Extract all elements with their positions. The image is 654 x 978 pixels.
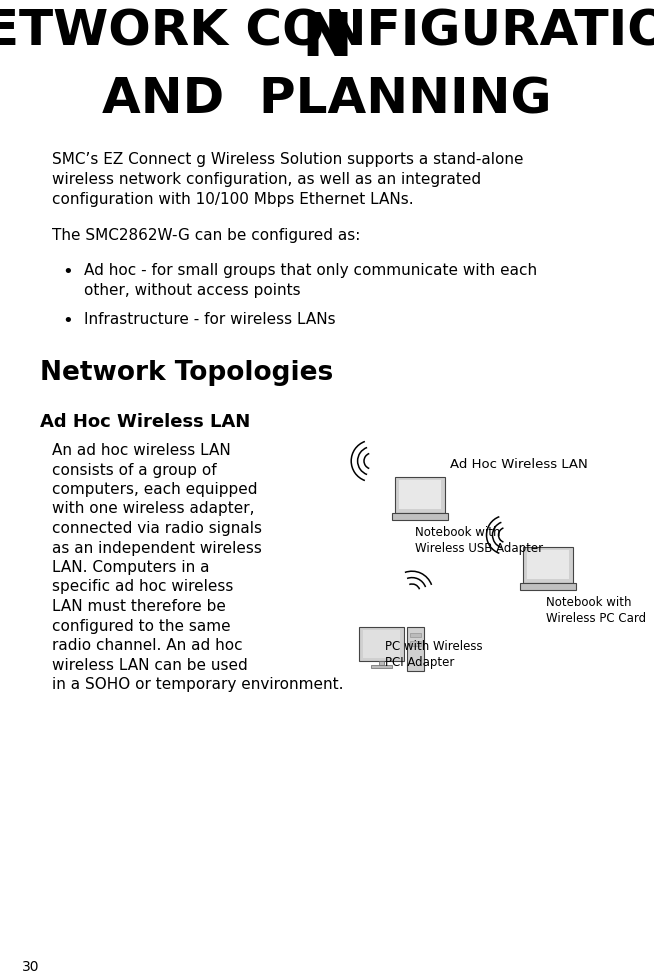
Text: PC with Wireless
PCI Adapter: PC with Wireless PCI Adapter	[385, 640, 483, 668]
Text: connected via radio signals: connected via radio signals	[52, 520, 262, 535]
FancyBboxPatch shape	[360, 627, 404, 661]
FancyBboxPatch shape	[526, 551, 569, 580]
Text: NETWORK CONFIGURATION: NETWORK CONFIGURATION	[0, 8, 654, 56]
Text: SMC’s EZ Connect g Wireless Solution supports a stand-alone
wireless network con: SMC’s EZ Connect g Wireless Solution sup…	[52, 152, 523, 207]
Text: LAN must therefore be: LAN must therefore be	[52, 599, 226, 613]
Text: Network Topologies: Network Topologies	[40, 360, 334, 385]
Text: An ad hoc wireless LAN: An ad hoc wireless LAN	[52, 443, 231, 458]
Text: •: •	[62, 312, 73, 330]
Text: Notebook with
Wireless PC Card: Notebook with Wireless PC Card	[546, 596, 646, 624]
FancyBboxPatch shape	[392, 513, 448, 520]
FancyBboxPatch shape	[409, 634, 421, 638]
Text: AND  PLANNING: AND PLANNING	[102, 75, 552, 123]
FancyBboxPatch shape	[363, 631, 400, 658]
Text: Infrastructure - for wireless LANs: Infrastructure - for wireless LANs	[84, 312, 336, 327]
Text: radio channel. An ad hoc: radio channel. An ad hoc	[52, 638, 243, 652]
Text: Ad Hoc Wireless LAN: Ad Hoc Wireless LAN	[450, 458, 588, 470]
Text: wireless LAN can be used: wireless LAN can be used	[52, 657, 248, 672]
Text: with one wireless adapter,: with one wireless adapter,	[52, 501, 254, 516]
Text: 30: 30	[22, 959, 39, 973]
FancyBboxPatch shape	[520, 583, 576, 590]
FancyBboxPatch shape	[379, 661, 384, 666]
FancyBboxPatch shape	[371, 666, 392, 668]
Text: configured to the same: configured to the same	[52, 618, 231, 633]
FancyBboxPatch shape	[407, 627, 424, 672]
Text: computers, each equipped: computers, each equipped	[52, 481, 258, 497]
Text: N: N	[301, 10, 353, 68]
Text: Notebook with
Wireless USB Adapter: Notebook with Wireless USB Adapter	[415, 525, 543, 555]
Text: specific ad hoc wireless: specific ad hoc wireless	[52, 579, 233, 594]
Text: •: •	[62, 263, 73, 281]
Text: in a SOHO or temporary environment.: in a SOHO or temporary environment.	[52, 677, 343, 691]
Text: LAN. Computers in a: LAN. Computers in a	[52, 559, 209, 574]
Text: as an independent wireless: as an independent wireless	[52, 540, 262, 555]
Text: consists of a group of: consists of a group of	[52, 462, 216, 477]
FancyBboxPatch shape	[409, 642, 421, 646]
Text: Ad hoc - for small groups that only communicate with each
other, without access : Ad hoc - for small groups that only comm…	[84, 263, 537, 297]
Text: The SMC2862W-G can be configured as:: The SMC2862W-G can be configured as:	[52, 228, 360, 243]
Text: Ad Hoc Wireless LAN: Ad Hoc Wireless LAN	[40, 413, 250, 430]
FancyBboxPatch shape	[523, 548, 573, 583]
FancyBboxPatch shape	[396, 477, 445, 513]
FancyBboxPatch shape	[399, 481, 441, 510]
